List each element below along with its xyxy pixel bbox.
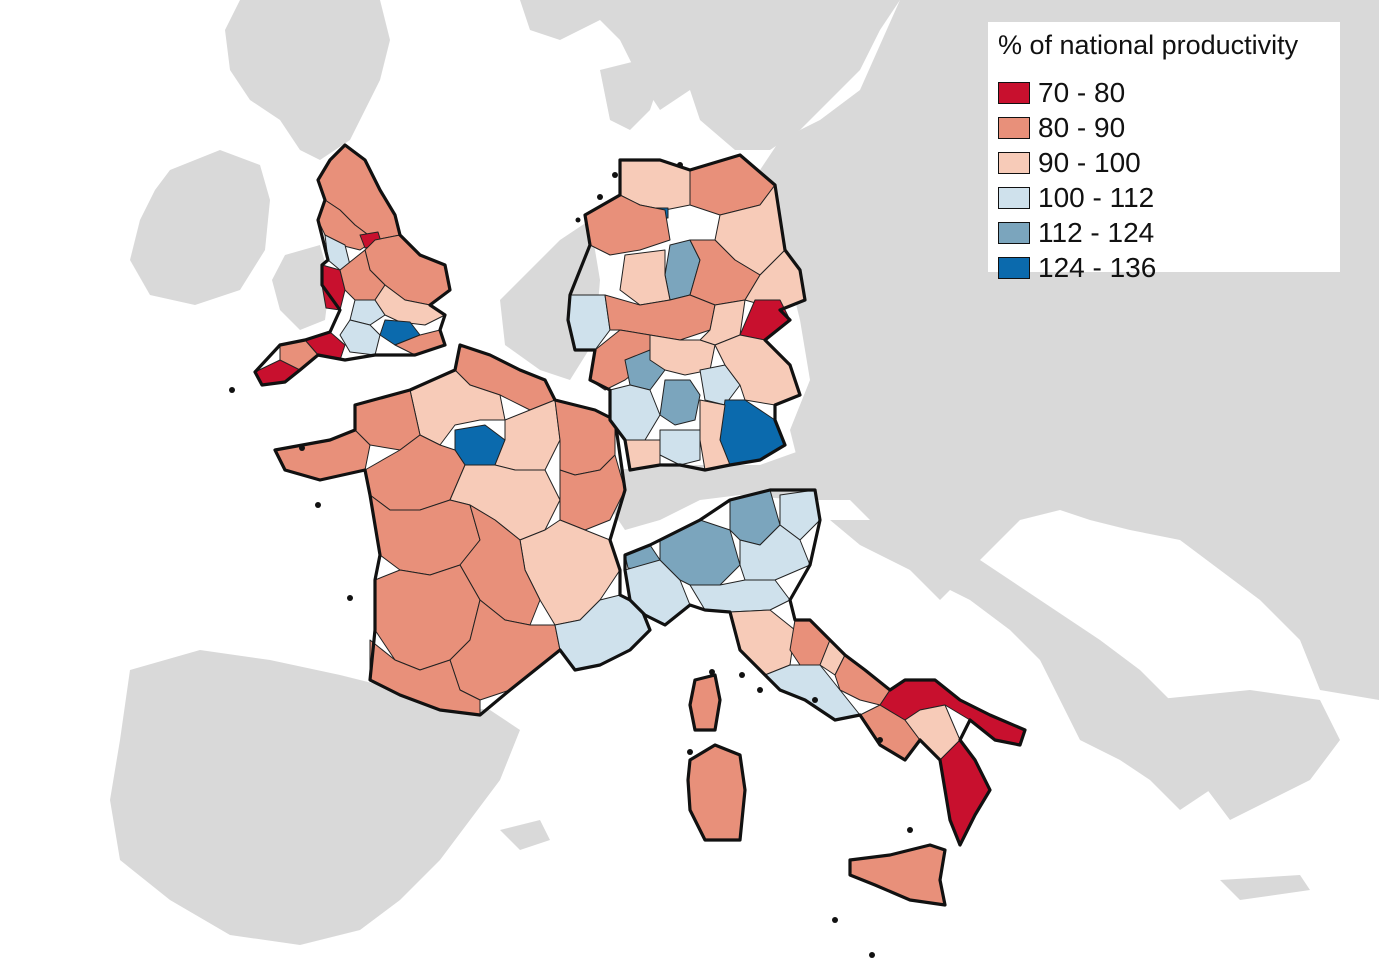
sardinia-outline: [686, 743, 747, 842]
region: [699, 364, 741, 406]
region: [729, 609, 796, 676]
corsica-outline: [688, 673, 722, 732]
france: [273, 343, 652, 717]
islet: [229, 387, 235, 393]
legend-swatch: [998, 82, 1030, 104]
germany-outline: [566, 153, 807, 472]
denmark-landmass: [600, 60, 660, 130]
region: [739, 299, 791, 341]
region: [494, 399, 561, 471]
ireland-landmass: [130, 150, 270, 305]
islet: [869, 952, 875, 958]
legend-item: 100 - 112: [998, 182, 1155, 213]
region: [689, 579, 791, 613]
islet: [612, 172, 618, 178]
france-outline: [273, 343, 652, 717]
legend-label: 90 - 100: [1038, 147, 1141, 178]
background-land: [110, 0, 1379, 945]
legend-label: 80 - 90: [1038, 112, 1126, 143]
legend-swatch: [998, 152, 1030, 174]
region: [659, 379, 701, 426]
greece-landmass: [1150, 690, 1340, 820]
islet: [299, 445, 305, 451]
region: [349, 299, 386, 326]
islet: [877, 737, 883, 743]
legend-item: 80 - 90: [998, 112, 1126, 143]
islet: [739, 672, 745, 678]
map-legend: % of national productivity 70 - 80 80 - …: [988, 22, 1340, 283]
islet: [812, 697, 818, 703]
islet: [347, 595, 353, 601]
legend-label: 112 - 124: [1038, 217, 1155, 248]
england-outline: [253, 143, 452, 387]
legend-swatch: [998, 187, 1030, 209]
islet: [575, 217, 581, 223]
legend-swatch: [998, 117, 1030, 139]
islet: [687, 749, 693, 755]
iberia-landmass: [110, 650, 520, 945]
legend-item: 124 - 136: [998, 252, 1157, 283]
islet: [315, 502, 321, 508]
islets: [229, 162, 913, 958]
region: [584, 194, 671, 256]
baltic-island-landmass: [690, 50, 730, 80]
balearic-island-landmass: [500, 820, 550, 850]
italy-outline: [623, 488, 1027, 847]
balkans-landmass: [830, 520, 1210, 810]
crete-landmass: [1220, 875, 1310, 900]
islet: [832, 917, 838, 923]
legend-title: % of national productivity: [998, 30, 1299, 60]
region: [659, 429, 701, 466]
wales-landmass: [272, 245, 330, 330]
legend-label: 124 - 136: [1038, 252, 1157, 283]
legend-item: 112 - 124: [998, 217, 1155, 248]
region: [374, 284, 446, 326]
islet: [597, 194, 603, 200]
region: [559, 454, 626, 531]
england: [253, 143, 452, 387]
italy: [623, 488, 1027, 907]
islet: [907, 827, 913, 833]
legend-swatch: [998, 222, 1030, 244]
region: [619, 249, 671, 306]
scotland-landmass: [225, 0, 390, 160]
legend-swatch: [998, 257, 1030, 279]
islet: [709, 669, 715, 675]
legend-label: 70 - 80: [1038, 77, 1126, 108]
region: [939, 739, 991, 846]
islet: [677, 162, 683, 168]
islet: [757, 687, 763, 693]
region: [339, 319, 381, 356]
legend-item: 90 - 100: [998, 147, 1141, 178]
legend-label: 100 - 112: [1038, 182, 1155, 213]
legend-item: 70 - 80: [998, 77, 1126, 108]
germany: [566, 153, 807, 472]
sicily-outline: [848, 843, 947, 907]
